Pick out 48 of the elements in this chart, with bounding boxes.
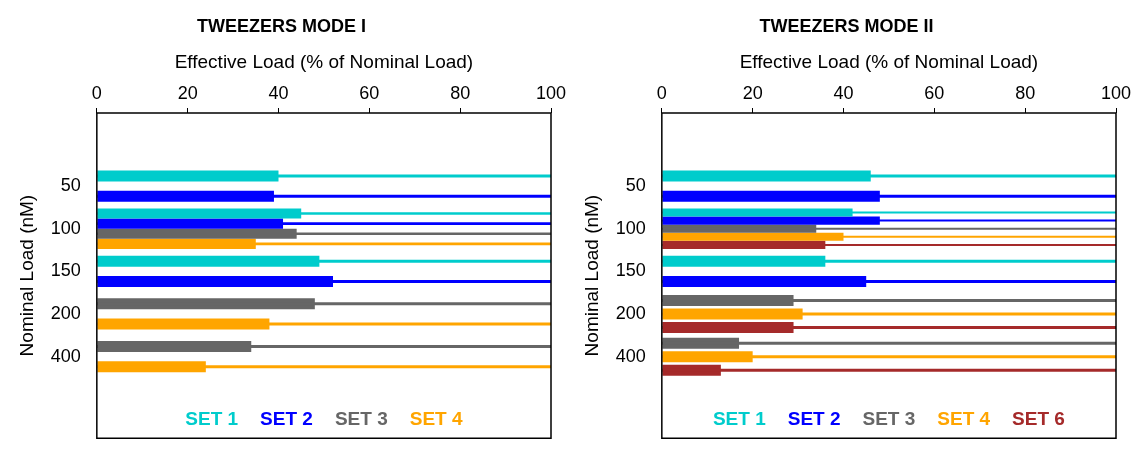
x-tick-label: 40 [833, 83, 854, 104]
x-tick-label: 40 [268, 83, 289, 104]
x-tick-label: 0 [91, 83, 102, 104]
y-tick-label: 200 [50, 302, 81, 323]
x-tick-label: 80 [450, 83, 471, 104]
y-axis-title: Nominal Load (nM) [580, 194, 602, 357]
text: SET 2 [787, 408, 841, 430]
text: SET 1 [185, 408, 239, 430]
text: SET 4 [409, 408, 463, 430]
x-tick-label: 60 [924, 83, 945, 104]
x-axis-title: Effective Load (% of Nominal Load) [739, 51, 1039, 73]
bar [662, 194, 1116, 198]
x-tick-label: 20 [742, 83, 763, 104]
bar [662, 355, 1116, 359]
y-tick-label: 400 [615, 345, 646, 366]
chart-title: TWEEZERS MODE II [759, 15, 934, 36]
bar [662, 243, 1116, 246]
y-tick-label: 100 [50, 217, 81, 238]
y-axis-title: Nominal Load (nM) [15, 194, 37, 357]
bar [662, 174, 1116, 178]
text: SET 4 [937, 408, 991, 430]
y-tick-label: 400 [50, 345, 81, 366]
y-tick-label: 150 [615, 260, 646, 281]
bar [662, 259, 1116, 263]
x-tick-label: 100 [535, 83, 567, 104]
bar [662, 368, 1116, 372]
bar [662, 325, 1116, 329]
x-tick-label: 60 [359, 83, 380, 104]
x-tick-label: 80 [1015, 83, 1036, 104]
y-tick-label: 200 [615, 302, 646, 323]
bar [662, 341, 1116, 345]
y-tick-label: 150 [50, 260, 81, 281]
x-tick-label: 20 [177, 83, 198, 104]
text: SET 3 [862, 408, 916, 430]
bar [662, 279, 1116, 283]
text: SET 2 [260, 408, 313, 430]
bar [662, 298, 1116, 302]
bar [662, 312, 1116, 316]
y-tick-label: 100 [615, 217, 646, 238]
x-axis-title: Effective Load (% of Nominal Load) [174, 51, 474, 73]
text: SET 1 [712, 408, 767, 430]
x-tick-label: 100 [1100, 83, 1132, 104]
text: SET 3 [334, 408, 388, 430]
y-tick-label: 50 [625, 175, 646, 196]
chart-title: TWEEZERS MODE I [196, 15, 367, 36]
y-tick-label: 50 [60, 175, 81, 196]
text: SET 6 [1012, 408, 1065, 430]
x-tick-label: 0 [656, 83, 667, 104]
